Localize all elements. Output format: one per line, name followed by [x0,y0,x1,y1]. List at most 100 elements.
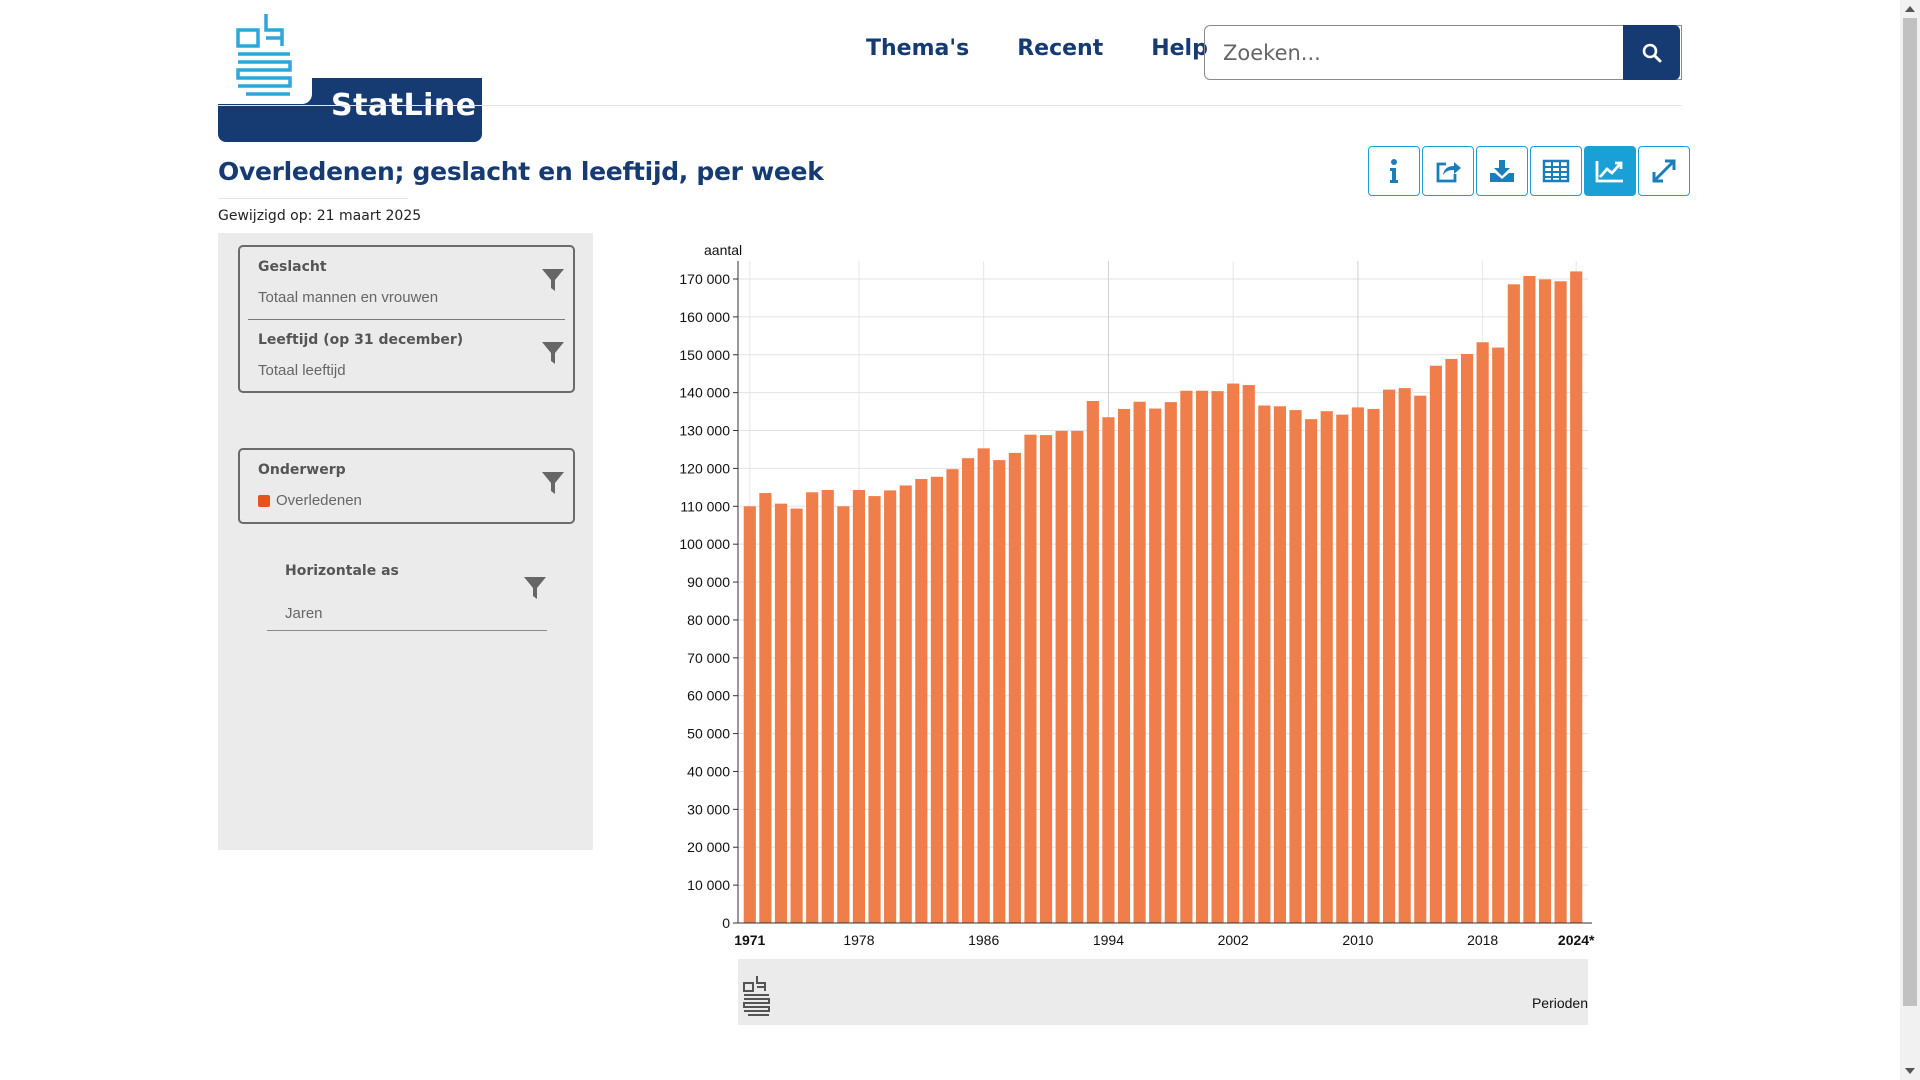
fullscreen-button[interactable] [1638,146,1690,196]
nav-recent[interactable]: Recent [1017,36,1104,61]
bar[interactable] [806,492,819,923]
bar[interactable] [915,479,928,923]
bar[interactable] [1133,401,1146,923]
search-icon [1642,43,1661,62]
x-tick-label: 1994 [1093,932,1124,948]
x-tick-label: 1978 [843,932,874,948]
search-button[interactable] [1623,25,1680,80]
bar[interactable] [821,490,834,923]
bar[interactable] [1445,358,1458,923]
y-tick-label: 90 000 [687,574,730,590]
bar[interactable] [1039,435,1053,923]
bar[interactable] [1024,434,1037,923]
bar[interactable] [1211,391,1224,923]
info-icon [1390,159,1398,183]
bar[interactable] [1180,390,1193,923]
x-tick-label: 2002 [1218,932,1249,948]
filter-label: Geslacht [258,259,327,275]
scroll-up-arrow[interactable] [1905,6,1915,12]
bar[interactable] [1117,408,1131,923]
bar[interactable] [1414,395,1427,924]
bar[interactable] [1289,410,1302,923]
filter-value: Totaal leeftijd [258,362,346,379]
table-view-button[interactable] [1530,146,1582,196]
y-axis-label: aantal [704,242,742,258]
share-button[interactable] [1422,146,1474,196]
filter-onderwerp[interactable]: Onderwerp Overledenen [240,450,573,522]
bar[interactable] [1305,419,1318,923]
view-toolbar [1368,146,1691,196]
bar[interactable] [946,469,959,923]
bar[interactable] [1492,347,1505,923]
filter-icon[interactable] [523,575,547,601]
filter-icon[interactable] [541,340,565,366]
bar[interactable] [1071,430,1084,923]
filter-icon[interactable] [541,267,565,293]
bar[interactable] [1554,281,1567,923]
search-input[interactable] [1205,26,1625,79]
horizontal-axis-filter[interactable]: Horizontale as Jaren [267,551,547,631]
bar[interactable] [868,496,881,923]
filter-icon[interactable] [541,470,565,496]
bar[interactable] [1367,408,1380,923]
bar[interactable] [1008,452,1021,923]
bar[interactable] [1460,354,1474,923]
bar[interactable] [1149,408,1162,924]
bar[interactable] [1258,405,1271,923]
bar[interactable] [1429,365,1442,923]
bar[interactable] [759,493,772,923]
bar[interactable] [962,458,975,923]
bar[interactable] [1398,388,1411,923]
bar[interactable] [977,448,990,923]
bar[interactable] [774,503,788,923]
nav-themas[interactable]: Thema's [866,36,970,61]
bar[interactable] [1195,390,1209,923]
bar[interactable] [1242,385,1255,924]
filter-value: Overledenen [258,492,573,509]
statline-logo[interactable]: StatLine [218,8,482,142]
bar[interactable] [1523,275,1536,923]
bar[interactable] [1227,383,1240,923]
bar[interactable] [1507,284,1520,923]
info-button[interactable] [1368,146,1420,196]
bar[interactable] [884,490,897,923]
bar[interactable] [1476,342,1489,923]
bar[interactable] [852,490,866,923]
bar[interactable] [743,506,756,923]
x-tick-label: 2018 [1467,932,1498,948]
bar[interactable] [1351,407,1364,924]
filter-geslacht[interactable]: Geslacht Totaal mannen en vrouwen [240,247,573,319]
bar[interactable] [1538,279,1552,924]
bar[interactable] [930,476,943,923]
filter-label: Horizontale as [285,563,399,579]
download-icon [1490,160,1514,182]
chart-bars [743,271,1583,924]
nav-help[interactable]: Help [1151,36,1208,61]
bar[interactable] [993,460,1006,923]
bar[interactable] [790,508,803,923]
bar[interactable] [899,485,912,923]
chart-icon [1595,161,1623,183]
bar[interactable] [1102,417,1115,923]
filter-label: Onderwerp [258,462,346,478]
bar[interactable] [1164,402,1177,923]
bar[interactable] [837,506,850,923]
bar[interactable] [1320,411,1333,923]
scroll-thumb[interactable] [1903,18,1917,1006]
scroll-down-arrow[interactable] [1905,1068,1915,1074]
page-scrollbar[interactable] [1900,0,1920,1080]
title-divider [218,198,408,199]
bar[interactable] [1055,430,1068,923]
bar[interactable] [1570,271,1583,923]
download-button[interactable] [1476,146,1528,196]
bar[interactable] [1086,400,1099,923]
bar[interactable] [1273,406,1287,924]
bar[interactable] [1336,414,1349,923]
bar[interactable] [1383,389,1396,923]
y-tick-label: 70 000 [687,650,730,666]
y-tick-label: 150 000 [679,347,730,363]
filter-leeftijd[interactable]: Leeftijd (op 31 december) Totaal leeftij… [248,319,565,391]
chart-view-button[interactable] [1584,146,1636,196]
filter-label: Leeftijd (op 31 december) [258,332,464,348]
table-icon [1542,159,1570,183]
